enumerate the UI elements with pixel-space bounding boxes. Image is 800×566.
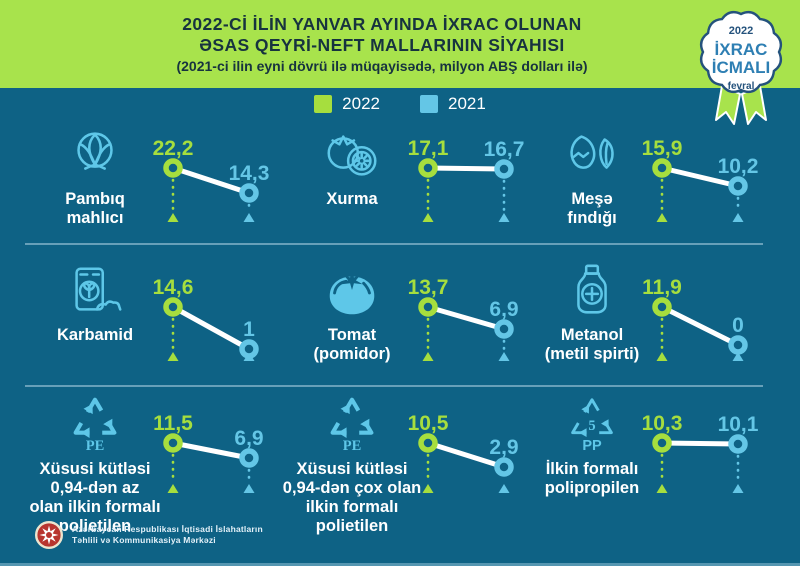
product-label: Karbamid bbox=[56, 326, 134, 344]
value-2021: 6,9 bbox=[234, 427, 263, 450]
svg-text:PE: PE bbox=[343, 438, 362, 454]
value-2022: 17,1 bbox=[408, 137, 449, 160]
product-cell: Karbamid 14,6 1 bbox=[28, 248, 266, 369]
point-2022 bbox=[163, 433, 183, 453]
point-2021 bbox=[239, 448, 259, 468]
bottom-strip bbox=[0, 563, 800, 566]
product-label: Meşə fındığı bbox=[567, 190, 617, 227]
value-2022: 11,9 bbox=[642, 276, 682, 299]
point-2022 bbox=[652, 433, 672, 453]
slope-chart: 11,5 6,9 bbox=[153, 412, 264, 493]
value-2021: 6,9 bbox=[489, 298, 518, 321]
product-cell: Meşə fındığı 15,9 10,2 bbox=[543, 118, 781, 230]
badge-year: 2022 bbox=[729, 25, 753, 37]
slope-chart: 10,3 10,1 bbox=[642, 412, 759, 493]
legend-swatch-2022 bbox=[314, 95, 333, 113]
badge-title-line1: İXRAC bbox=[715, 40, 768, 59]
state-emblem-icon bbox=[34, 520, 64, 550]
svg-text:5: 5 bbox=[588, 418, 595, 434]
point-2021 bbox=[728, 434, 748, 454]
organization-line2: Təhlili və Kommunikasiya Mərkəzi bbox=[72, 535, 216, 545]
slope-chart: 17,1 16,7 bbox=[408, 137, 525, 222]
value-2022: 11,5 bbox=[153, 412, 193, 435]
legend-label-2021: 2021 bbox=[448, 94, 486, 113]
product-label: Metanol (metil spirti) bbox=[544, 326, 640, 363]
slope-chart: 14,6 1 bbox=[153, 276, 259, 361]
point-2022 bbox=[418, 433, 438, 453]
row-separator-1 bbox=[25, 243, 763, 245]
footer: Azərbaycan Respublikası İqtisadi İslahat… bbox=[34, 520, 263, 550]
badge-month: fevral bbox=[728, 81, 755, 92]
export-review-badge: 2022 İXRAC İCMALI fevral bbox=[699, 10, 783, 125]
value-2022: 10,3 bbox=[642, 412, 683, 435]
title-line2: ƏSAS QEYRİ-NEFT MALLARININ SİYAHISI bbox=[199, 35, 565, 55]
product-cell: PE Xüsusi kütləsi 0,94-dən az olan ilkin f… bbox=[28, 384, 266, 535]
point-2022 bbox=[163, 297, 183, 317]
point-2022 bbox=[418, 158, 438, 178]
organization-line1: Azərbaycan Respublikası İqtisadi İslahat… bbox=[72, 524, 263, 534]
product-label: İlkin formalı polipropilen bbox=[544, 460, 640, 497]
slope-chart: 15,9 10,2 bbox=[642, 137, 759, 222]
value-2021: 16,7 bbox=[484, 138, 525, 161]
legend-label-2022: 2022 bbox=[342, 94, 380, 113]
value-2022: 22,2 bbox=[153, 137, 194, 160]
point-2021 bbox=[728, 335, 748, 355]
point-2022 bbox=[163, 158, 183, 178]
product-label: Tomat (pomidor) bbox=[313, 326, 391, 363]
header-banner: 2022-Cİ İLİN YANVAR AYINDA İXRAC OLUNAN … bbox=[0, 0, 800, 88]
point-2022 bbox=[418, 297, 438, 317]
point-2021 bbox=[239, 339, 259, 359]
point-2022 bbox=[652, 158, 672, 178]
legend-swatch-2021 bbox=[420, 95, 438, 113]
value-2021: 10,2 bbox=[718, 155, 759, 178]
product-label: Xüsusi kütləsi 0,94-dən az olan ilkin form… bbox=[29, 460, 161, 535]
product-cell: Xurma 17,1 16,7 bbox=[288, 118, 526, 230]
title-line1: 2022-Cİ İLİN YANVAR AYINDA İXRAC OLUNAN bbox=[182, 14, 582, 34]
badge-title-line2: İCMALI bbox=[712, 58, 771, 77]
value-2022: 15,9 bbox=[642, 137, 683, 160]
value-2022: 13,7 bbox=[408, 276, 449, 299]
slope-chart: 10,5 2,9 bbox=[408, 412, 519, 493]
organization-name: Azərbaycan Respublikası İqtisadi İslahat… bbox=[72, 524, 263, 546]
product-cell: Pambıq mahlıcı 22,2 14,3 bbox=[28, 118, 269, 230]
svg-text:PP: PP bbox=[582, 438, 602, 454]
legend: 2022 2021 bbox=[0, 94, 800, 114]
point-2021 bbox=[728, 176, 748, 196]
value-2021: 14,3 bbox=[229, 162, 270, 185]
value-2022: 14,6 bbox=[153, 276, 194, 299]
point-2021 bbox=[494, 319, 514, 339]
product-cell: Tomat (pomidor) 13,7 6,9 bbox=[288, 248, 526, 369]
product-label: Pambıq mahlıcı bbox=[65, 190, 125, 227]
slope-chart: 13,7 6,9 bbox=[408, 276, 519, 361]
product-label: Xüsusi kütləsi 0,94-dən çox olan ilkin for… bbox=[282, 460, 422, 535]
row-separator-2 bbox=[25, 385, 763, 387]
product-cell: 5 PP İlkin formalı polipropilen 10,3 10,1 bbox=[543, 384, 781, 501]
point-2021 bbox=[239, 183, 259, 203]
product-label: Xurma bbox=[326, 190, 378, 208]
rosette-seal-icon bbox=[699, 10, 783, 94]
point-2021 bbox=[494, 457, 514, 477]
point-2022 bbox=[652, 297, 672, 317]
product-cell: PE Xüsusi kütləsi 0,94-dən çox olan ilkin … bbox=[283, 384, 526, 535]
title-line3: (2021-ci ilin eyni dövrü ilə müqayisədə,… bbox=[176, 58, 588, 74]
slope-chart: 11,9 0 bbox=[642, 276, 748, 361]
value-2021: 1 bbox=[243, 318, 255, 341]
value-2021: 10,1 bbox=[718, 413, 759, 436]
slope-chart: 22,2 14,3 bbox=[153, 137, 269, 222]
svg-text:PE: PE bbox=[86, 438, 105, 454]
product-cell: Metanol (metil spirti) 11,9 0 bbox=[543, 248, 781, 369]
value-2022: 10,5 bbox=[408, 412, 449, 435]
value-2021: 0 bbox=[732, 314, 744, 337]
point-2021 bbox=[494, 159, 514, 179]
value-2021: 2,9 bbox=[489, 436, 518, 459]
